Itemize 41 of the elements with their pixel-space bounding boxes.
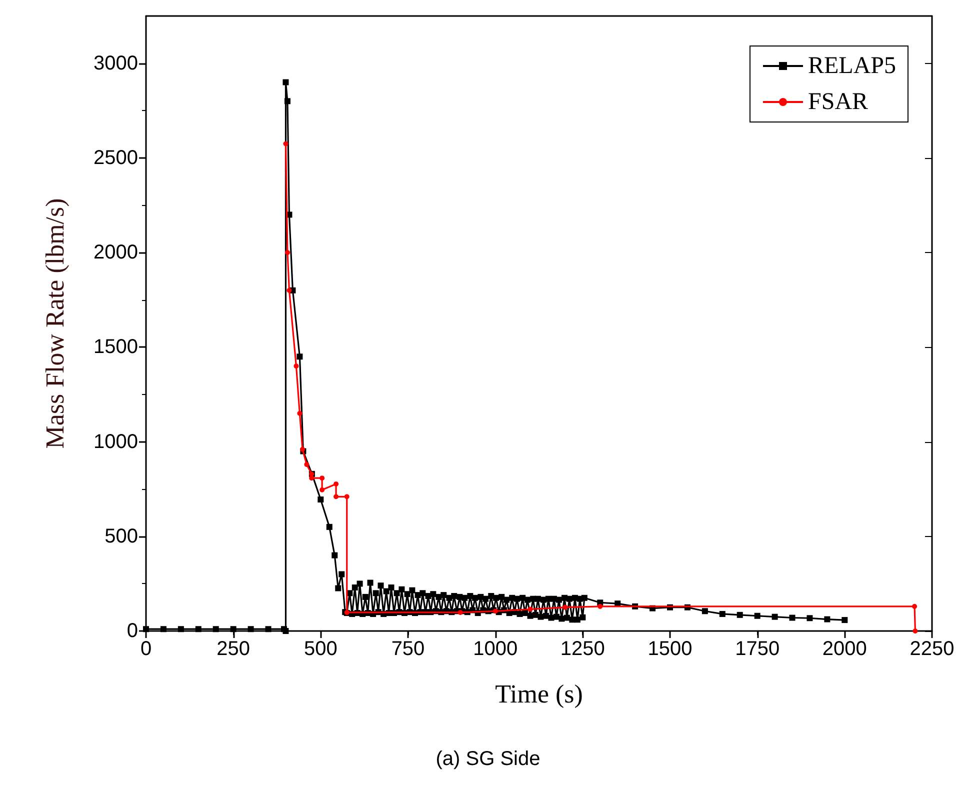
x-tick-label: 1750 — [735, 638, 780, 660]
point — [297, 410, 302, 416]
x-tick-label: 2250 — [910, 638, 954, 660]
point — [562, 604, 568, 610]
point — [334, 481, 339, 486]
point — [912, 628, 918, 634]
x-tick-label: 500 — [304, 638, 338, 660]
point — [309, 476, 314, 481]
text: (a) SG Side — [436, 748, 540, 770]
point — [300, 446, 305, 452]
point — [912, 604, 918, 609]
x-tick-label: 1500 — [648, 638, 692, 660]
point — [320, 487, 325, 492]
y-tick-label: 1000 — [94, 430, 138, 453]
x-tick-label: 1250 — [560, 638, 605, 660]
x-tick-label: 1000 — [473, 638, 518, 660]
point — [344, 494, 350, 500]
point — [598, 604, 603, 609]
y-tick-label: 0 — [126, 620, 138, 642]
legend-label: FSAR — [808, 89, 868, 115]
x-axis-title: Time (s) — [495, 680, 583, 708]
point — [334, 494, 339, 500]
x-tick-label: 750 — [391, 638, 425, 660]
point — [284, 250, 290, 256]
legend-label: RELAP5 — [808, 53, 896, 79]
point — [294, 364, 299, 369]
y-tick-label: 1500 — [94, 336, 138, 358]
point — [304, 462, 310, 467]
point — [320, 476, 325, 481]
y-tick-label: 3000 — [94, 52, 138, 74]
point — [528, 606, 533, 612]
point — [458, 610, 463, 615]
x-tick-label: 0 — [140, 638, 152, 660]
y-tick-label: 2500 — [94, 146, 138, 169]
y-axis-title: Mass Flow Rate (lbm/s) — [40, 198, 70, 449]
x-tick-label: 250 — [216, 638, 250, 660]
x-tick-label: 2000 — [822, 638, 867, 660]
y-tick-label: 2000 — [94, 242, 138, 264]
point — [286, 288, 292, 293]
point — [283, 141, 288, 146]
y-tick-label: 500 — [104, 525, 138, 548]
